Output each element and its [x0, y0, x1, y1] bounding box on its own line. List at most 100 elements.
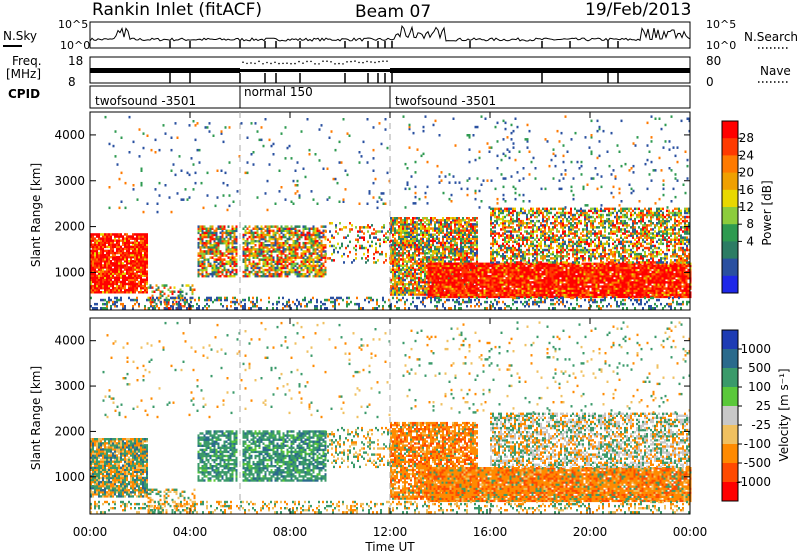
echo-cell: [427, 291, 430, 294]
echo-cell: [430, 254, 432, 257]
echo-cell: [462, 258, 464, 261]
echo-cell: [199, 260, 202, 263]
echo-cell: [539, 268, 542, 272]
echo-cell: [431, 274, 434, 278]
echo-cell: [571, 268, 574, 272]
echo-cell: [318, 233, 321, 237]
echo-cell: [455, 264, 458, 268]
echo-cell: [219, 225, 222, 228]
echo-cell: [116, 249, 118, 253]
echo-cell: [248, 262, 251, 266]
echo-cell: [459, 281, 462, 284]
echo-cell: [142, 291, 144, 294]
echo-cell: [357, 238, 359, 241]
echo-cell: [189, 286, 192, 289]
echo-cell: [118, 278, 120, 282]
echo-cell: [120, 233, 122, 236]
echo-cell: [429, 291, 432, 294]
echo-cell: [132, 276, 134, 279]
echo-cell: [146, 264, 148, 267]
echo-cell: [217, 256, 220, 259]
echo-cell: [351, 228, 353, 231]
echo-cell: [491, 277, 494, 280]
echo-cell: [252, 272, 255, 276]
echo-cell: [414, 270, 416, 274]
nave-dot: [290, 62, 292, 65]
echo-cell: [134, 278, 136, 282]
echo-cell: [402, 272, 404, 276]
echo-cell: [515, 274, 518, 278]
echo-cell: [444, 225, 446, 228]
echo-cell: [410, 266, 412, 269]
echo-cell: [585, 295, 588, 299]
echo-cell: [227, 225, 230, 228]
echo-cell: [254, 250, 257, 253]
echo-cell: [316, 258, 319, 261]
echo-cell: [120, 288, 122, 292]
echo-cell: [462, 245, 464, 249]
echo-cell: [201, 274, 204, 278]
echo-cell: [396, 293, 398, 296]
echo-cell: [447, 262, 450, 266]
echo-cell: [400, 270, 402, 274]
echo-cell: [213, 241, 216, 245]
echo-cell: [223, 225, 226, 228]
echo-cell: [286, 256, 289, 259]
echo-cell: [422, 239, 424, 243]
echo-cell: [573, 277, 576, 280]
echo-cell: [456, 245, 458, 249]
echo-cell: [312, 244, 315, 247]
echo-cell: [533, 264, 536, 268]
echo-cell: [163, 284, 166, 287]
echo-cell: [527, 293, 530, 296]
echo-cell: [284, 272, 287, 276]
echo-cell: [519, 262, 522, 266]
echo-cell: [146, 253, 148, 257]
echo-cell: [434, 227, 436, 230]
echo-cell: [571, 264, 574, 268]
echo-cell: [310, 268, 313, 272]
echo-cell: [443, 279, 446, 282]
echo-cell: [252, 246, 255, 249]
echo-cell: [497, 262, 500, 266]
echo-cell: [223, 268, 226, 272]
echo-cell: [567, 262, 570, 266]
echo-cell: [136, 241, 138, 244]
echo-cell: [90, 233, 92, 236]
echo-cell: [549, 293, 552, 296]
echo-cell: [595, 281, 598, 284]
echo-cell: [248, 260, 251, 263]
echo-cell: [144, 260, 146, 263]
echo-cell: [406, 241, 408, 245]
echo-cell: [581, 281, 584, 284]
echo-cell: [503, 270, 506, 274]
echo-cell: [476, 223, 478, 226]
echo-cell: [290, 244, 293, 247]
echo-cell: [414, 289, 416, 292]
echo-cell: [473, 262, 476, 266]
echo-cell: [233, 258, 236, 261]
echo-cell: [274, 270, 277, 274]
echo-cell: [314, 227, 317, 230]
echo-cell: [452, 237, 454, 241]
echo-cell: [531, 277, 534, 280]
echo-cell: [94, 274, 96, 277]
echo-cell: [437, 283, 440, 286]
echo-cell: [450, 237, 452, 241]
echo-cell: [146, 276, 148, 279]
echo-cell: [404, 258, 406, 261]
echo-cell: [581, 293, 584, 296]
echo-cell: [432, 229, 434, 232]
echo-cell: [418, 250, 420, 253]
echo-cell: [573, 262, 576, 266]
echo-cell: [225, 235, 228, 239]
echo-cell: [116, 268, 118, 271]
echo-cell: [428, 256, 430, 259]
echo-cell: [452, 247, 454, 251]
echo-cell: [431, 279, 434, 282]
echo-cell: [118, 268, 120, 271]
echo-cell: [331, 244, 333, 248]
echo-cell: [387, 230, 389, 233]
echo-cell: [414, 237, 416, 241]
echo-cell: [151, 305, 154, 308]
